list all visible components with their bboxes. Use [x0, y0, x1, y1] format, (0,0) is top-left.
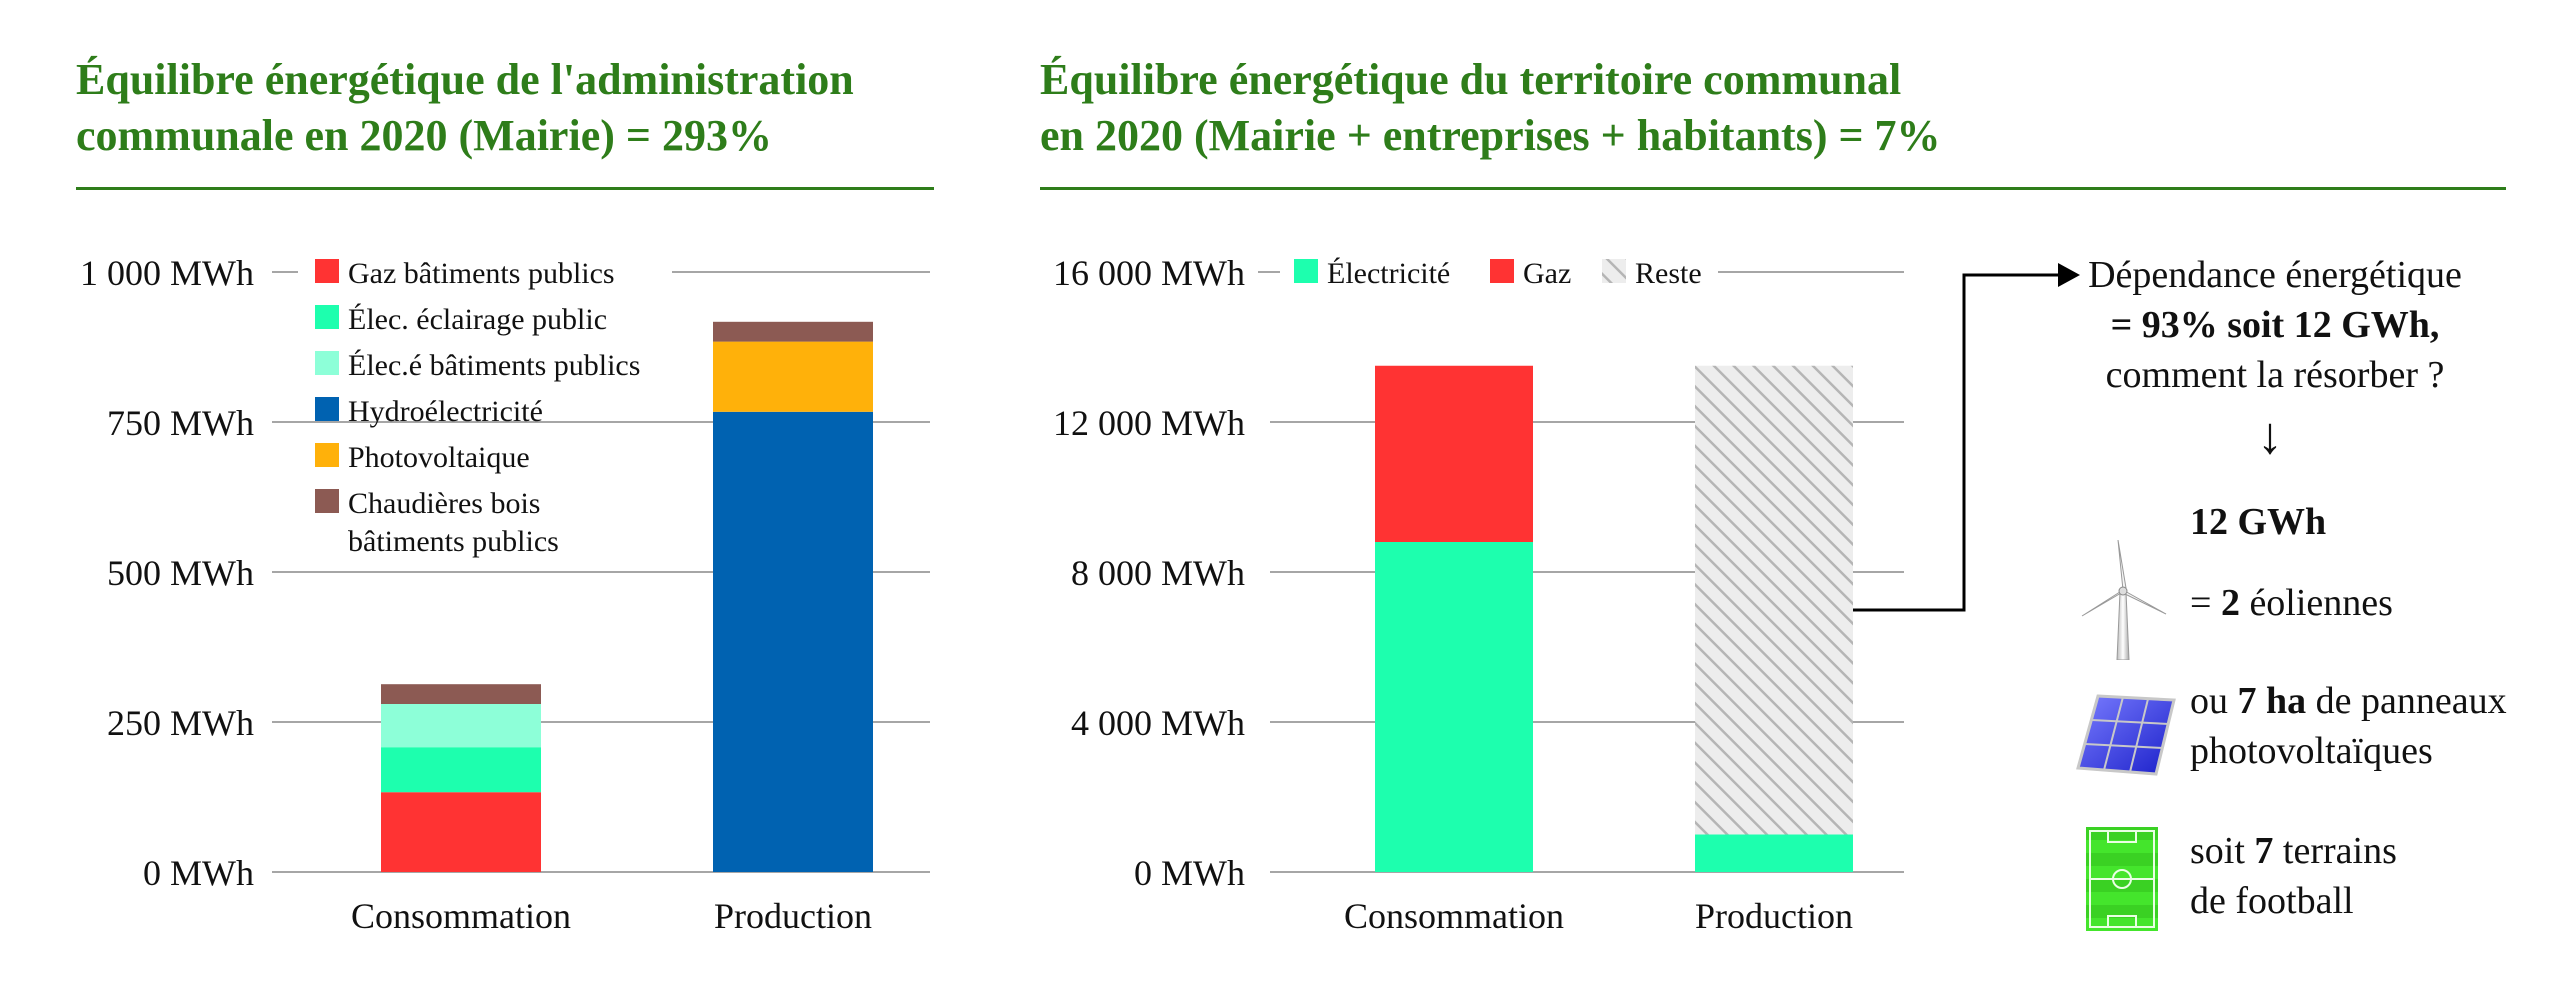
- left-bar-segment: [381, 792, 541, 872]
- left-bar-segment: [381, 684, 541, 704]
- right-legend-label: Reste: [1635, 257, 1702, 290]
- connector-arrow-line: [1853, 273, 2058, 612]
- solar-panel-icon: [2076, 694, 2176, 776]
- left-bar-segment: [381, 704, 541, 748]
- right-title-line1: Équilibre énergétique du territoire comm…: [1040, 55, 1902, 104]
- left-bar-segment: [713, 321, 873, 342]
- left-ytick-label: 250 MWh: [107, 703, 254, 743]
- left-legend-label: Chaudières bois: [348, 487, 540, 520]
- down-arrow-icon: ↓: [2257, 408, 2283, 465]
- left-bar-segment: [713, 341, 873, 412]
- left-legend-label: Hydroélectricité: [348, 395, 543, 428]
- football-text: soit 7 terrains de football: [2190, 830, 2397, 922]
- right-bar-segment: [1695, 834, 1853, 872]
- connector-arrow-head-icon: [2058, 263, 2080, 287]
- left-legend-swatch: [315, 443, 339, 467]
- left-bar-segment: [713, 411, 873, 872]
- right-bar-segment: [1695, 365, 1853, 835]
- left-ytick-label: 0 MWh: [143, 853, 254, 893]
- eoliennes-text: = 2 éoliennes: [2190, 582, 2393, 624]
- left-legend-label: Élec.é bâtiments publics: [348, 349, 640, 382]
- right-title-rule: [1040, 187, 2506, 190]
- left-legend-swatch: [315, 259, 339, 283]
- dependance-line3: comment la résorber ?: [2105, 354, 2445, 396]
- left-chart-title: Équilibre énergétique de l'administratio…: [76, 52, 854, 164]
- right-bar-segment: [1375, 542, 1533, 872]
- left-legend-label-line2: bâtiments publics: [348, 525, 559, 558]
- right-legend-label: Électricité: [1327, 257, 1450, 290]
- right-ytick-label: 0 MWh: [1134, 853, 1245, 893]
- left-ytick-label: 500 MWh: [107, 553, 254, 593]
- left-bar-segment: [381, 747, 541, 793]
- wind-turbine-icon: [2081, 540, 2167, 660]
- left-ytick-label: 750 MWh: [107, 403, 254, 443]
- right-legend-swatch: [1294, 259, 1318, 283]
- left-ytick-label: 1 000 MWh: [80, 253, 254, 293]
- left-title-rule: [76, 187, 934, 190]
- left-legend-label: Gaz bâtiments publics: [348, 257, 615, 290]
- right-legend-swatch: [1602, 259, 1626, 283]
- left-legend-swatch: [315, 489, 339, 513]
- right-category-label: Production: [1695, 896, 1853, 936]
- right-ytick-label: 8 000 MWh: [1071, 553, 1245, 593]
- right-category-label: Consommation: [1344, 896, 1564, 936]
- football-field-icon: [2086, 827, 2158, 931]
- right-legend-label: Gaz: [1523, 257, 1571, 290]
- right-ytick-label: 4 000 MWh: [1071, 703, 1245, 743]
- left-category-label: Consommation: [351, 896, 571, 936]
- dependance-text: Dépendance énergétique = 93% soit 12 GWh…: [2040, 250, 2510, 400]
- right-legend-swatch: [1490, 259, 1514, 283]
- right-title-line2: en 2020 (Mairie + entreprises + habitant…: [1040, 111, 1941, 160]
- right-bar-segment: [1375, 365, 1533, 542]
- right-ytick-label: 16 000 MWh: [1053, 253, 1245, 293]
- left-title-line1: Équilibre énergétique de l'administratio…: [76, 55, 854, 104]
- left-legend-swatch: [315, 351, 339, 375]
- left-legend-swatch: [315, 397, 339, 421]
- left-legend-label: Photovoltaique: [348, 441, 530, 474]
- left-legend-label: Élec. éclairage public: [348, 303, 607, 336]
- right-chart-title: Équilibre énergétique du territoire comm…: [1040, 52, 1941, 164]
- right-ytick-label: 12 000 MWh: [1053, 403, 1245, 443]
- dependance-line1: Dépendance énergétique: [2088, 254, 2462, 296]
- dependance-line2: = 93% soit 12 GWh,: [2110, 304, 2440, 346]
- gwh-total: 12 GWh: [2190, 501, 2327, 543]
- left-legend-swatch: [315, 305, 339, 329]
- panneaux-text: ou 7 ha de panneaux photovoltaïques: [2190, 680, 2507, 772]
- left-category-label: Production: [714, 896, 872, 936]
- left-title-line2: communale en 2020 (Mairie) = 293%: [76, 111, 772, 160]
